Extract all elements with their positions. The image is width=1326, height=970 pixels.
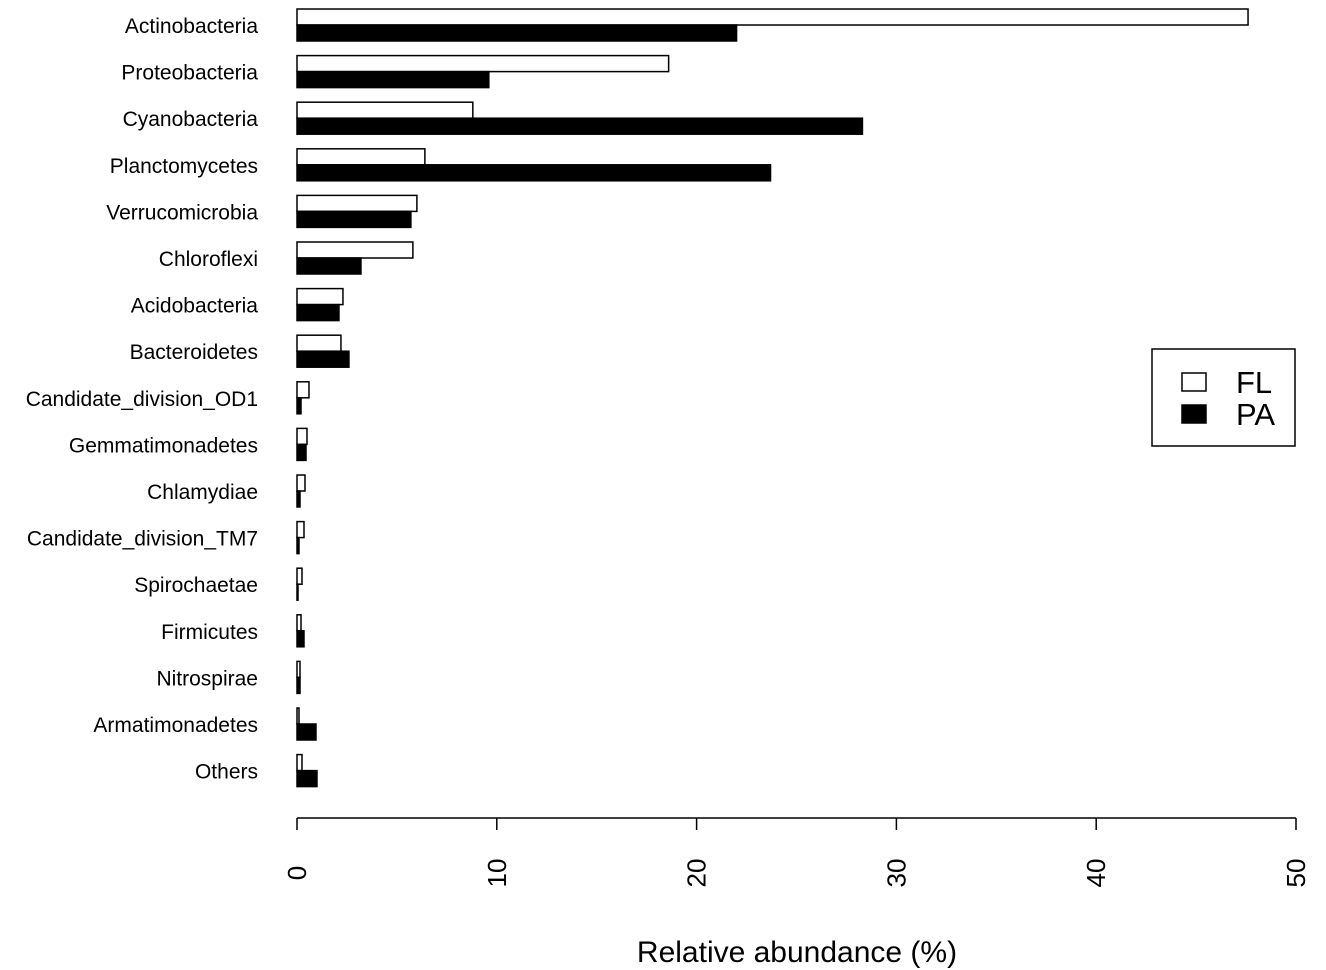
category-label: Others bbox=[195, 761, 258, 784]
bar-pa-cyanobacteria bbox=[296, 117, 864, 135]
bar-fl-firmicutes bbox=[296, 614, 302, 632]
bars-layer bbox=[296, 8, 1249, 788]
bar-pa-planctomycetes bbox=[296, 164, 772, 182]
bar-pa-chloroflexi bbox=[296, 257, 362, 275]
category-label: Planctomycetes bbox=[110, 155, 258, 178]
bar-fl-planctomycetes bbox=[296, 148, 426, 166]
bar-pa-chlamydiae bbox=[296, 490, 301, 508]
legend-box bbox=[1151, 348, 1296, 447]
bar-fl-chlamydiae bbox=[296, 474, 306, 492]
category-label: Candidate_division_OD1 bbox=[26, 388, 258, 411]
category-label: Firmicutes bbox=[161, 621, 258, 644]
bar-fl-chloroflexi bbox=[296, 241, 414, 259]
x-tick-label: 20 bbox=[682, 859, 712, 888]
bar-pa-gemmatimonadetes bbox=[296, 443, 307, 462]
category-label: Verrucomicrobia bbox=[106, 201, 258, 224]
x-tick-label: 50 bbox=[1281, 859, 1311, 888]
legend-swatch-pa bbox=[1181, 404, 1207, 424]
bar-fl-actinobacteria bbox=[296, 8, 1249, 26]
legend-label-fl: FL bbox=[1236, 365, 1272, 400]
x-tick-label: 0 bbox=[282, 866, 312, 880]
category-label: Armatimonadetes bbox=[93, 714, 258, 737]
bar-pa-candidate-division-tm7 bbox=[296, 536, 300, 555]
category-label: Proteobacteria bbox=[121, 62, 258, 85]
x-axis-title: Relative abundance (%) bbox=[637, 936, 957, 969]
x-tick-label: 40 bbox=[1081, 859, 1111, 888]
category-label: Actinobacteria bbox=[125, 15, 258, 38]
category-label: Chlamydiae bbox=[147, 481, 258, 504]
x-axis: 0 10 20 30 40 50 bbox=[282, 817, 1311, 888]
bar-fl-verrucomicrobia bbox=[296, 194, 418, 213]
bar-pa-acidobacteria bbox=[296, 303, 340, 322]
bar-pa-verrucomicrobia bbox=[296, 210, 412, 229]
bar-fl-gemmatimonadetes bbox=[296, 427, 308, 446]
bar-pa-candidate-division-od1 bbox=[296, 397, 302, 415]
bar-fl-bacteroidetes bbox=[296, 334, 342, 352]
bar-pa-actinobacteria bbox=[296, 24, 738, 42]
bar-fl-spirochaetae bbox=[296, 567, 303, 585]
bar-pa-spirochaetae bbox=[296, 583, 299, 601]
bar-pa-others bbox=[296, 769, 318, 788]
category-label: Bacteroidetes bbox=[130, 341, 258, 364]
x-tick-label: 30 bbox=[881, 859, 911, 888]
bar-pa-bacteroidetes bbox=[296, 350, 350, 368]
bar-fl-proteobacteria bbox=[296, 54, 670, 73]
bar-pa-nitrospirae bbox=[296, 676, 301, 695]
category-label: Chloroflexi bbox=[159, 248, 258, 271]
category-label: Cyanobacteria bbox=[123, 108, 259, 131]
category-label: Nitrospirae bbox=[156, 667, 258, 690]
legend: FL PA bbox=[1151, 348, 1296, 447]
legend-label-pa: PA bbox=[1236, 397, 1275, 432]
bar-fl-armatimonadetes bbox=[296, 707, 300, 725]
bar-fl-acidobacteria bbox=[296, 287, 344, 306]
bar-fl-candidate-division-od1 bbox=[296, 381, 310, 399]
bar-fl-nitrospirae bbox=[296, 660, 301, 679]
legend-swatch-fl bbox=[1181, 372, 1207, 392]
category-labels: Actinobacteria Proteobacteria Cyanobacteri… bbox=[26, 15, 259, 784]
bar-pa-armatimonadetes bbox=[296, 723, 317, 741]
category-label: Acidobacteria bbox=[131, 295, 259, 318]
category-label: Candidate_division_TM7 bbox=[27, 528, 258, 551]
bar-fl-candidate-division-tm7 bbox=[296, 520, 305, 539]
bar-fl-others bbox=[296, 753, 303, 772]
category-label: Gemmatimonadetes bbox=[69, 434, 258, 457]
bar-fl-cyanobacteria bbox=[296, 101, 474, 119]
category-label: Spirochaetae bbox=[134, 574, 258, 597]
x-tick-label: 10 bbox=[482, 859, 512, 888]
bar-pa-firmicutes bbox=[296, 630, 305, 648]
bar-pa-proteobacteria bbox=[296, 70, 490, 89]
